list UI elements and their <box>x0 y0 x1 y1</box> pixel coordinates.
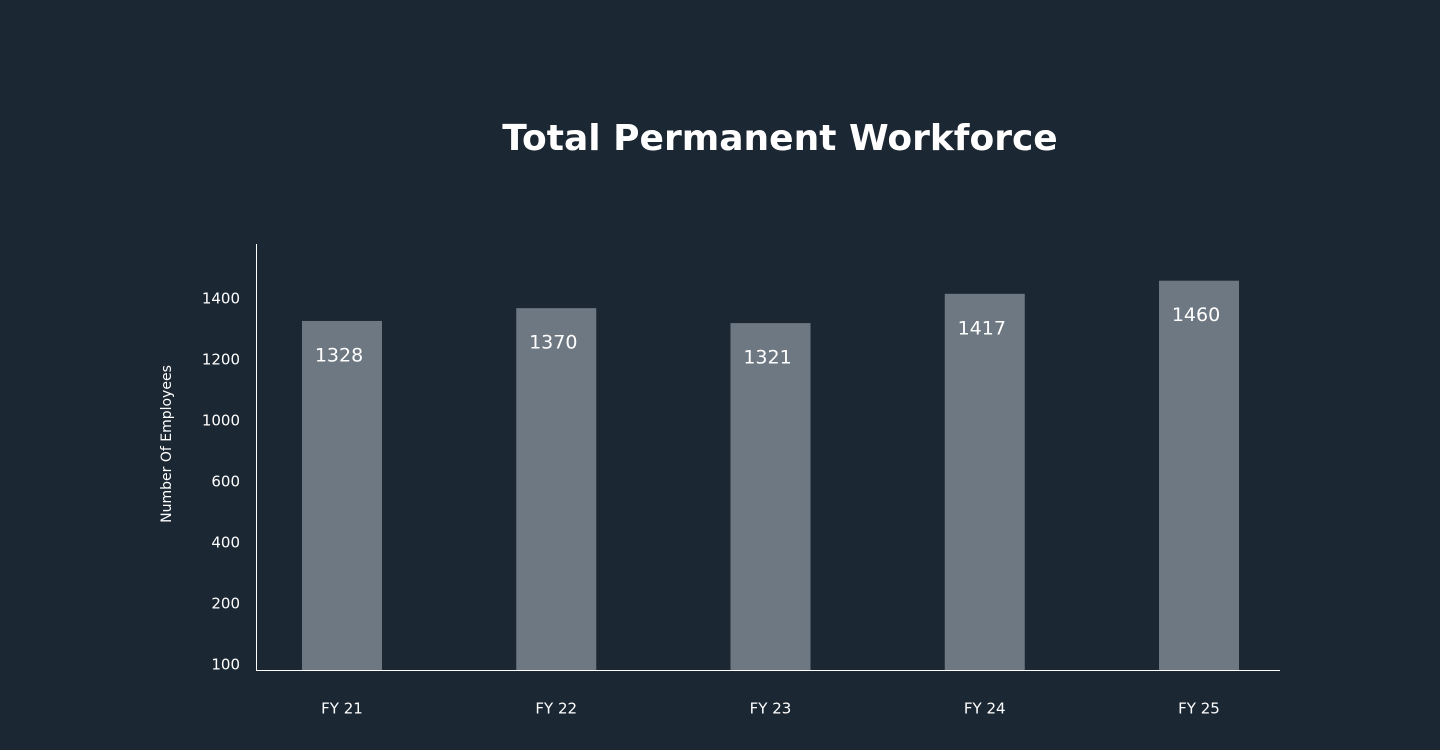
x-tick-label: FY 22 <box>535 700 577 718</box>
value-label: 1417 <box>958 317 1006 339</box>
value-label: 1370 <box>529 332 577 354</box>
y-axis-label: Number Of Employees <box>159 365 175 523</box>
x-tick-label: FY 21 <box>321 700 363 718</box>
bar <box>516 308 597 670</box>
y-tick-label: 200 <box>211 595 240 613</box>
bar <box>944 293 1025 670</box>
value-label: 1328 <box>315 344 363 366</box>
y-tick-label: 600 <box>211 473 240 491</box>
y-tick-label: 1200 <box>202 351 240 369</box>
bar <box>730 323 811 670</box>
value-label: 1321 <box>743 347 791 369</box>
chart-title: Total Permanent Workforce <box>502 118 1057 159</box>
bar <box>1159 280 1239 670</box>
y-tick-label: 400 <box>211 534 240 552</box>
bar <box>302 320 382 670</box>
x-tick-label: FY 23 <box>750 700 792 718</box>
value-label: 1460 <box>1172 304 1220 326</box>
y-tick-label: 1000 <box>202 412 240 430</box>
x-tick-label: FY 25 <box>1178 700 1220 718</box>
y-tick-label: 100 <box>211 656 240 674</box>
x-tick-label: FY 24 <box>964 700 1006 718</box>
y-tick-label: 1400 <box>202 290 240 308</box>
